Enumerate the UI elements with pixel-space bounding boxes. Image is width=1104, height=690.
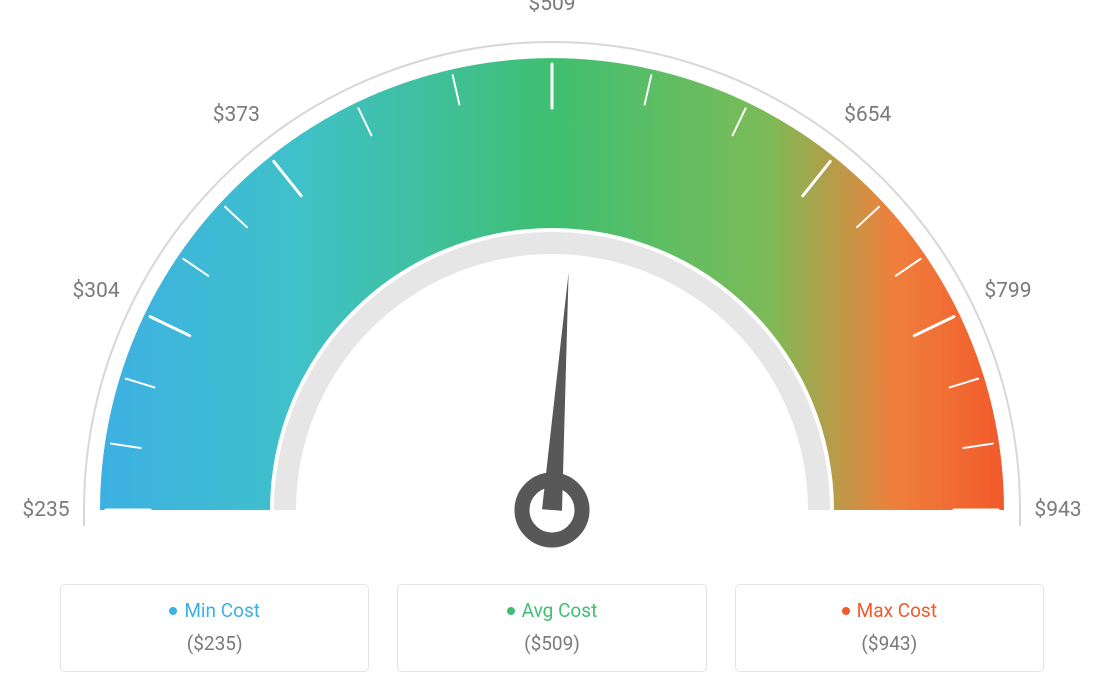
legend-dot-avg: [507, 607, 515, 615]
legend-title-max: Max Cost: [842, 599, 937, 622]
legend-card-min: Min Cost ($235): [60, 584, 369, 672]
legend-value-max: ($943): [736, 632, 1043, 655]
gauge-tick-label: $799: [984, 279, 1031, 303]
legend-card-max: Max Cost ($943): [735, 584, 1044, 672]
gauge-svg: [0, 0, 1104, 560]
legend-row: Min Cost ($235) Avg Cost ($509) Max Cost…: [0, 584, 1104, 672]
legend-label-avg: Avg Cost: [522, 599, 598, 622]
legend-title-min: Min Cost: [169, 599, 260, 622]
legend-label-min: Min Cost: [184, 599, 260, 622]
gauge-tick-label: $373: [213, 103, 260, 127]
legend-value-avg: ($509): [398, 632, 705, 655]
gauge-tick-label: $654: [844, 103, 891, 127]
legend-label-max: Max Cost: [857, 599, 937, 622]
gauge-tick-label: $304: [72, 279, 119, 303]
legend-card-avg: Avg Cost ($509): [397, 584, 706, 672]
legend-dot-min: [169, 607, 177, 615]
legend-value-min: ($235): [61, 632, 368, 655]
legend-dot-max: [842, 607, 850, 615]
gauge-tick-label: $235: [22, 498, 69, 522]
legend-title-avg: Avg Cost: [507, 599, 598, 622]
gauge-tick-label: $943: [1034, 498, 1081, 522]
gauge-tick-label: $509: [528, 0, 575, 16]
gauge-container: $235 $304 $373 $509 $654 $799 $943: [0, 0, 1104, 560]
